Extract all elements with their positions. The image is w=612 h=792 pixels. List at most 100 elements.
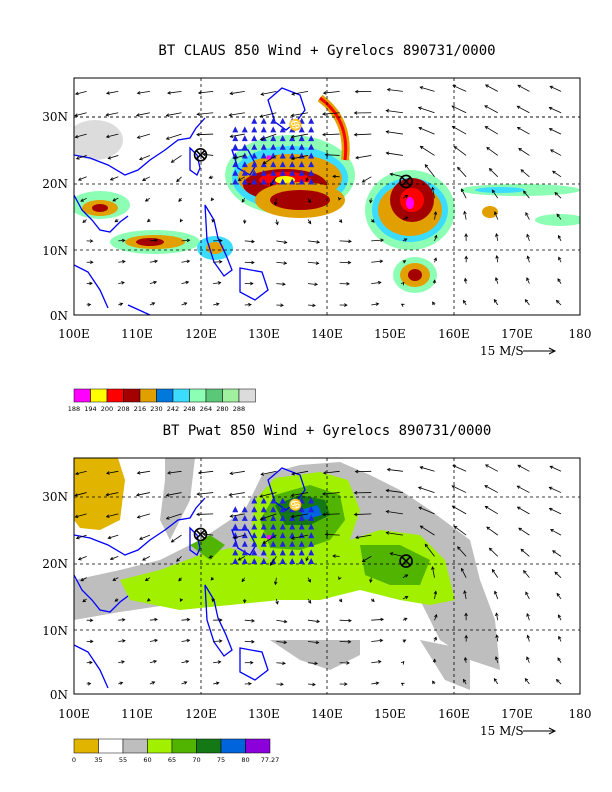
wind-arrowhead bbox=[524, 298, 529, 303]
triangle-marker bbox=[279, 169, 286, 176]
wind-arrowhead bbox=[280, 682, 284, 687]
x-tick-label: 180 bbox=[569, 327, 592, 341]
wind-arrowhead bbox=[385, 531, 390, 535]
wind-arrowhead bbox=[403, 617, 408, 621]
wind-arrowhead bbox=[433, 257, 437, 262]
wind-arrowhead bbox=[80, 198, 84, 202]
reference-vector-label: 15 M/S bbox=[480, 344, 524, 358]
triangle-marker bbox=[241, 540, 248, 547]
wind-arrow bbox=[355, 155, 372, 159]
wind-arrowhead bbox=[122, 639, 126, 643]
wind-arrow bbox=[523, 570, 530, 578]
wind-arrow bbox=[136, 492, 150, 496]
gyreloc-marker bbox=[399, 554, 413, 568]
triangle-marker bbox=[308, 514, 315, 521]
colorbar-swatch bbox=[123, 388, 141, 403]
triangle-marker bbox=[289, 126, 296, 133]
wind-arrow bbox=[371, 661, 381, 664]
wind-arrow bbox=[259, 112, 277, 118]
reference-vector-label: 15 M/S bbox=[480, 724, 524, 738]
wind-arrow bbox=[196, 133, 214, 136]
triangle-marker bbox=[251, 549, 258, 556]
wind-arrowhead bbox=[348, 618, 352, 623]
wind-arrowhead bbox=[74, 91, 79, 96]
triangle-marker bbox=[289, 497, 296, 504]
wind-arrowhead bbox=[431, 186, 435, 191]
wind-arrowhead bbox=[290, 134, 295, 139]
wind-arrowhead bbox=[105, 113, 110, 117]
wind-arrowhead bbox=[282, 282, 286, 286]
wind-arrow bbox=[556, 300, 562, 306]
wind-arrowhead bbox=[432, 279, 437, 284]
wind-arrowhead bbox=[215, 302, 220, 306]
wind-arrowhead bbox=[353, 512, 358, 517]
wind-arrow bbox=[517, 506, 530, 515]
wind-arrowhead bbox=[314, 282, 319, 287]
colorbar-swatch bbox=[245, 738, 271, 754]
panel-title: BT Pwat 850 Wind + Gyrelocs 890731/0000 bbox=[163, 423, 492, 439]
triangle-marker bbox=[308, 523, 315, 530]
wind-arrowhead bbox=[109, 556, 114, 561]
wind-arrowhead bbox=[229, 471, 234, 476]
wind-arrowhead bbox=[400, 661, 405, 665]
wind-arrowhead bbox=[526, 612, 530, 617]
wind-arrowhead bbox=[153, 659, 158, 664]
wind-arrow bbox=[112, 197, 119, 202]
wind-arrow bbox=[307, 619, 320, 623]
wind-arrow bbox=[491, 189, 499, 199]
wind-arrow bbox=[76, 534, 87, 539]
wind-arrow bbox=[362, 176, 372, 183]
wind-arrow bbox=[452, 465, 467, 472]
wind-arrowhead bbox=[488, 547, 493, 552]
wind-arrowhead bbox=[151, 302, 156, 306]
wind-arrowhead bbox=[305, 557, 309, 562]
wind-arrow bbox=[524, 299, 530, 306]
triangle-marker bbox=[251, 178, 258, 185]
triangle-marker bbox=[270, 169, 277, 176]
wind-arrowhead bbox=[419, 466, 424, 470]
wind-arrow bbox=[181, 281, 189, 285]
wind-arrow bbox=[110, 176, 119, 181]
wind-arrowhead bbox=[80, 578, 84, 582]
wind-arrowhead bbox=[549, 465, 554, 469]
wind-arrowhead bbox=[183, 681, 188, 685]
wind-arrowhead bbox=[322, 112, 326, 116]
triangle-marker bbox=[279, 143, 286, 150]
wind-arrow bbox=[74, 112, 87, 117]
triangle-marker bbox=[232, 549, 239, 556]
wind-arrow bbox=[181, 619, 190, 621]
colorbar-label: 280 bbox=[216, 405, 228, 413]
wind-arrow bbox=[386, 131, 403, 135]
wind-arrow bbox=[137, 90, 150, 94]
triangle-marker bbox=[251, 506, 258, 513]
triangle-marker bbox=[260, 506, 267, 513]
wind-arrow bbox=[106, 133, 119, 138]
wind-arrowhead bbox=[525, 591, 529, 596]
wind-arrow bbox=[230, 513, 245, 517]
wind-arrowhead bbox=[90, 639, 94, 644]
wind-arrowhead bbox=[262, 160, 267, 165]
wind-arrow bbox=[557, 278, 562, 284]
reference-vector-arrow bbox=[523, 727, 557, 735]
colorbar-label: 200 bbox=[101, 405, 113, 413]
triangle-marker bbox=[298, 558, 305, 565]
wind-arrow bbox=[517, 105, 530, 114]
wind-arrowhead bbox=[495, 634, 499, 639]
triangle-marker bbox=[298, 514, 305, 521]
wind-arrowhead bbox=[385, 509, 390, 514]
wind-arrow bbox=[106, 492, 119, 496]
wind-arrow bbox=[418, 506, 435, 515]
wind-arrow bbox=[518, 148, 530, 156]
wind-arrowhead bbox=[307, 199, 311, 204]
colorbar-swatch bbox=[171, 738, 197, 754]
wind-arrow bbox=[461, 568, 467, 578]
wind-arrowhead bbox=[557, 278, 561, 282]
colorbar-label: 77.27 bbox=[261, 756, 280, 764]
wind-arrowhead bbox=[494, 211, 498, 215]
wind-arrow bbox=[464, 211, 467, 220]
triangle-marker bbox=[270, 523, 277, 530]
wind-arrow bbox=[556, 679, 562, 685]
wind-arrow bbox=[171, 534, 182, 543]
wind-arrowhead bbox=[283, 261, 288, 265]
triangle-marker bbox=[232, 506, 239, 513]
